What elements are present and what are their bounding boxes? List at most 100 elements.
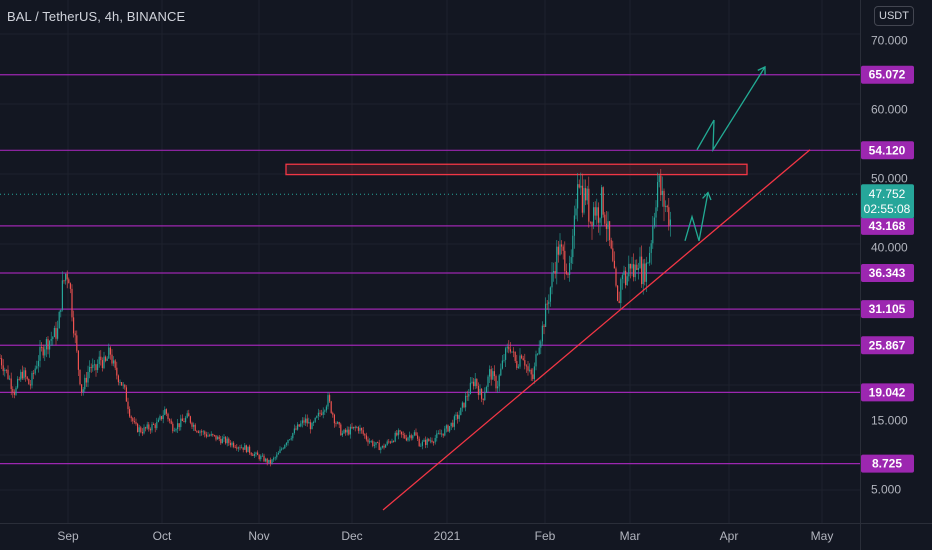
arrow-head [757,65,766,75]
candle-body [153,424,155,425]
candle-body [2,365,4,372]
level-label: 19.042 [869,385,906,399]
candle-body [412,435,414,439]
candle-body [428,438,430,441]
candle-body [84,377,86,390]
candle-body [57,328,59,339]
candle-body [23,370,25,379]
candle-body [610,240,612,249]
candle-body [177,423,179,430]
level-label-box [861,216,914,235]
candle-body [521,355,523,359]
candle-body [465,395,467,408]
candle-body [34,368,36,374]
candle-body [161,416,163,420]
candle-body [516,361,518,368]
candle-body [524,360,526,366]
candle-body [562,246,564,251]
candle-body [669,219,671,226]
candle-body [273,458,275,460]
candle-body [73,317,75,334]
candle-body [263,455,265,462]
candle-body [532,374,534,380]
candle-body [100,356,102,361]
candle-body [282,448,284,450]
candle-body [625,270,627,286]
candle-body [325,406,327,411]
candle-body [404,434,406,439]
candle-body [556,246,558,274]
candle-body [519,355,521,367]
candle-body [87,371,89,383]
current-price-countdown: 02:55:08 [864,202,911,216]
candle-body [498,375,500,387]
candle-body [213,434,215,436]
candle-body [492,371,494,380]
candle-body [593,207,595,227]
candle-body [397,430,399,436]
candle-body [26,376,28,379]
candle-body [567,273,569,275]
candle-body [149,429,151,431]
candle-body [36,366,38,369]
candle-body [580,185,582,188]
x-tick-label: 2021 [434,529,461,543]
candle-body [172,423,174,432]
candle-body [132,418,134,422]
resistance-zone [285,163,748,176]
candle-body [436,433,438,439]
candle-body [287,439,289,444]
candle-body [93,364,95,366]
candle-body [607,221,609,229]
candle-body [588,188,590,222]
candle-body [541,325,543,342]
candle-body [236,447,238,449]
candle-body [143,427,145,434]
candle-body [570,257,572,264]
candle-body [37,360,39,367]
candle-body [540,341,542,348]
candle-body [365,435,367,440]
candle-body [514,351,516,362]
x-tick-label: Mar [620,529,641,543]
candle-body [239,447,241,449]
candle-body [65,273,67,281]
candle-body [581,185,583,213]
candle-body [508,346,510,350]
candle-body [135,422,137,424]
chart-title: BAL / TetherUS, 4h, BINANCE [7,9,186,24]
candle-body [458,415,460,419]
candle-body [666,205,668,208]
candle-body [41,347,43,348]
currency-button[interactable]: USDT [874,6,914,26]
candle-body [316,416,318,418]
level-label: 36.343 [869,266,906,280]
candle-body [193,424,195,427]
candle-body [471,381,473,383]
candle-body [58,312,60,329]
candle-body [183,421,185,423]
candle-body [234,446,236,448]
candle-body [549,287,551,302]
candle-body [538,347,540,354]
candle-body [196,430,198,432]
candle-body [105,356,107,361]
candle-body [356,427,358,428]
candle-body [351,426,353,429]
candle-body [554,270,556,274]
candle-body [633,264,635,278]
candle-body [354,426,356,428]
candle-body [178,423,180,428]
candle-body [439,433,441,435]
candle-body [421,441,423,446]
candle-body [341,433,343,436]
candle-body [74,333,76,336]
candle-body [565,270,567,274]
candle-body [487,376,489,387]
candle-body [197,431,199,433]
candle-body [652,225,654,244]
candle-body [481,388,483,399]
candle-body [114,360,116,368]
